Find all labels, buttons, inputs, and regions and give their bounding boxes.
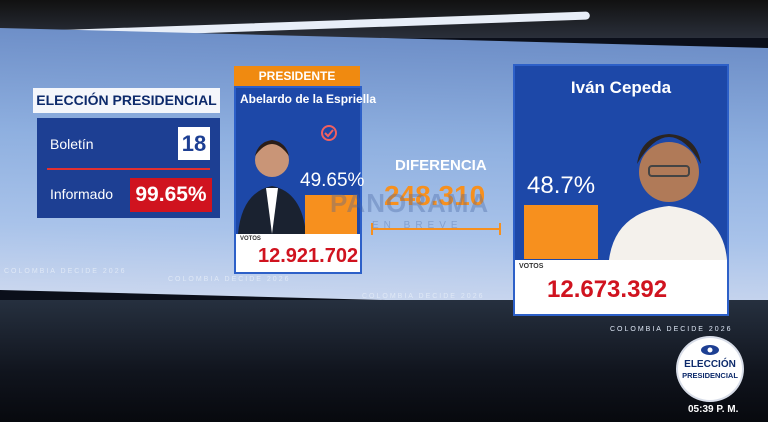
candidate-name: Abelardo de la Espriella — [240, 92, 377, 106]
reported-value: 99.65% — [130, 178, 212, 212]
logo-eye — [701, 345, 719, 355]
divider — [47, 168, 210, 170]
candidate-card: Abelardo de la Espriella 49.65% VOTOS 12… — [234, 86, 376, 274]
candidate-percent: 48.7% — [527, 172, 596, 199]
votes-label: VOTOS — [519, 263, 544, 270]
votes-value: 12.673.392 — [547, 276, 668, 303]
election-title: ELECCIÓN PRESIDENCIAL — [33, 88, 220, 113]
candidate-name: Iván Cepeda — [570, 78, 672, 97]
status-box: Boletín 18 Informado 99.65% — [37, 118, 220, 218]
candidate-percent: 49.65% — [300, 170, 365, 191]
watermark: PANORAMA — [330, 188, 490, 218]
bulletin-number: 18 — [178, 127, 210, 160]
watermark-sub: EN BREVE — [372, 220, 463, 231]
wall-footer: COLOMBIA DECIDE 2026 — [168, 276, 291, 283]
candidate-photo — [609, 134, 727, 260]
votes-box: VOTOS 12.673.392 — [515, 260, 727, 314]
bulletin-label: Boletín — [50, 136, 94, 152]
check-icon — [321, 125, 337, 141]
reported-label: Informado — [50, 186, 114, 202]
wall-footer: COLOMBIA DECIDE 2026 — [362, 293, 485, 300]
wall-footer: COLOMBIA DECIDE 2026 — [610, 326, 733, 333]
channel-logo: ELECCIÓN PRESIDENCIAL — [676, 336, 744, 402]
votes-label: VOTOS — [240, 236, 261, 242]
wall-footer: COLOMBIA DECIDE 2026 — [4, 268, 127, 275]
candidate-photo — [238, 140, 306, 234]
logo-line2: PRESIDENCIAL — [682, 371, 738, 380]
vote-bar — [524, 205, 598, 259]
vote-bar — [305, 195, 357, 239]
difference-bracket — [371, 223, 501, 235]
winner-tag: PRESIDENTE ELECTO — [234, 66, 360, 103]
difference-value: 248.310 — [384, 180, 486, 211]
candidate-card: Iván Cepeda 48.7% VOTOS 12.673.392 — [513, 64, 729, 316]
votes-value: 12.921.702 — [258, 245, 359, 267]
votes-box: VOTOS 12.921.702 — [236, 234, 360, 272]
clock: 05:39 P. M. — [688, 404, 739, 415]
difference-label: DIFERENCIA — [395, 157, 487, 174]
studio-floor — [0, 300, 768, 422]
logo-line1: ELECCIÓN — [684, 359, 736, 370]
